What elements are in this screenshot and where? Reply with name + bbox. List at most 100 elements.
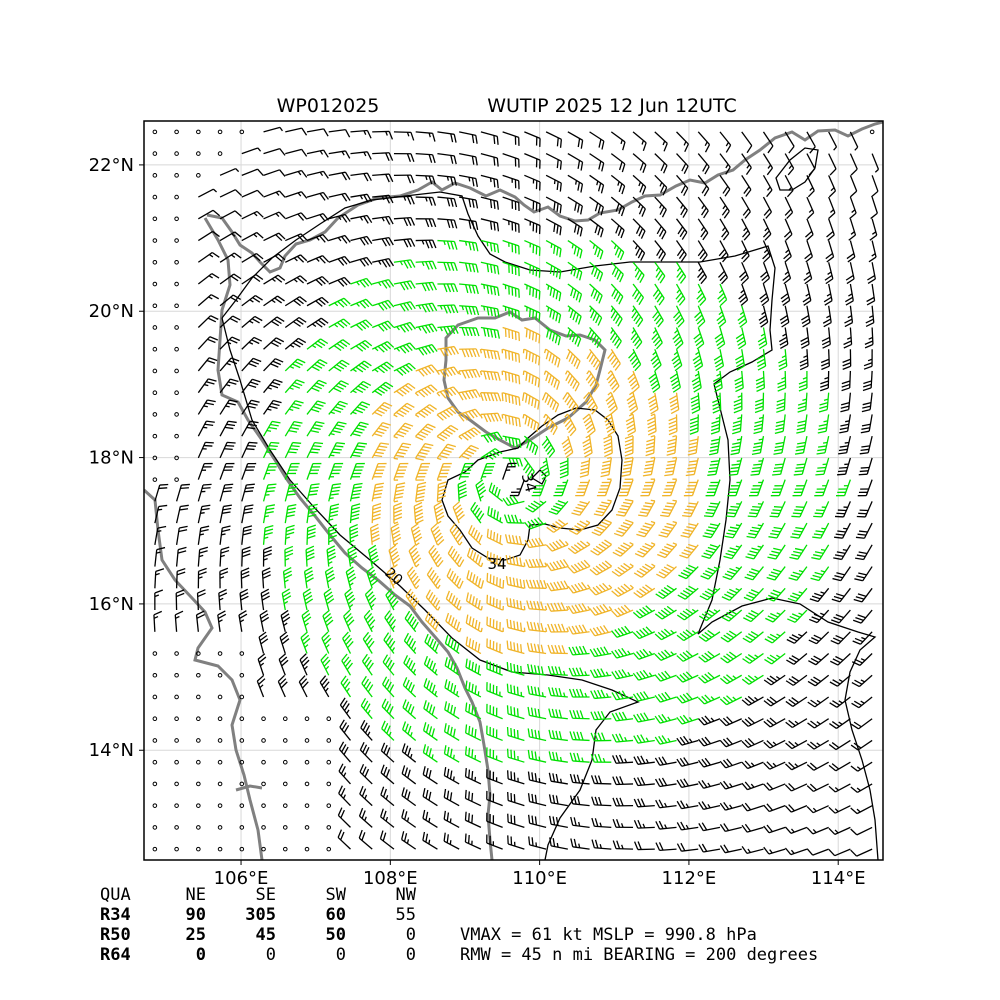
wind-barb — [754, 392, 765, 414]
wind-barb — [676, 692, 699, 704]
wind-barb — [384, 610, 397, 633]
wind-barb — [196, 846, 201, 852]
table-header-qua: QUA — [100, 885, 131, 905]
coastline-hainan — [442, 310, 607, 450]
wind-barb — [589, 131, 605, 150]
wind-barb — [858, 457, 873, 476]
wind-barb — [862, 370, 873, 392]
wind-barb — [413, 501, 424, 525]
wind-barb — [361, 675, 374, 698]
wind-barb — [697, 153, 710, 175]
wind-barb — [854, 566, 873, 582]
wind-barb — [593, 499, 612, 517]
wind-barb — [541, 435, 556, 458]
wind-barb — [676, 196, 688, 218]
wind-barb — [524, 305, 541, 322]
wind-barb — [863, 349, 873, 370]
wind-barb — [522, 413, 540, 433]
wind-barb — [784, 153, 795, 176]
wind-barb — [458, 444, 479, 460]
wind-barb — [524, 174, 541, 191]
wind-barb — [634, 542, 656, 558]
wind-barb — [656, 564, 677, 579]
wind-barb — [261, 759, 266, 765]
wind-barb — [763, 824, 786, 834]
wind-barb — [632, 240, 646, 261]
summary-rmw-bearing: RMW = 45 n mi BEARING = 200 degrees — [460, 945, 818, 965]
wind-barb — [437, 261, 458, 272]
wind-barb — [698, 671, 721, 684]
wind-barb — [575, 479, 591, 497]
wind-barb — [676, 778, 699, 789]
wind-barb — [800, 327, 810, 349]
wind-barb — [393, 402, 415, 418]
wind-barb — [828, 805, 851, 814]
wind-barb — [152, 325, 158, 330]
wind-barb — [763, 696, 786, 707]
wind-barb — [393, 174, 415, 184]
wind-barb — [197, 294, 220, 307]
wind-barb — [282, 716, 288, 722]
wind-barb — [502, 218, 520, 233]
wind-barb — [543, 413, 558, 436]
wind-barb — [633, 563, 656, 578]
wind-barb — [697, 131, 711, 153]
wind-barb — [479, 370, 501, 381]
wind-barb — [464, 811, 482, 828]
wind-barb — [612, 818, 634, 829]
wind-barb — [735, 349, 746, 371]
wind-barb — [380, 786, 395, 807]
wind-barb — [528, 814, 547, 829]
wind-barb — [501, 370, 521, 385]
wind-barb — [855, 522, 873, 539]
wind-barb — [306, 317, 329, 329]
wind-barb — [610, 218, 625, 239]
wind-barb — [589, 196, 604, 216]
wind-barb — [527, 663, 547, 676]
wind-barb — [676, 671, 699, 683]
wind-barb — [784, 847, 808, 856]
wind-barb — [241, 504, 254, 524]
axis-ticks: 106°E 108°E 110°E 112°E 114°E 14°N 16°N 18°N 20°… — [89, 155, 866, 889]
wind-barb — [828, 153, 837, 176]
wind-barb — [525, 579, 548, 589]
wind-barb — [259, 610, 270, 632]
wind-barb — [767, 544, 786, 560]
wind-barb — [298, 675, 309, 698]
wind-barb — [486, 660, 503, 676]
wind-barb — [693, 327, 705, 350]
wind-barb — [263, 358, 284, 372]
wind-barb — [486, 528, 503, 546]
wind-barb — [654, 153, 668, 174]
wind-barb — [676, 800, 699, 810]
wind-barb — [763, 782, 786, 791]
wind-barb — [546, 519, 569, 533]
wind-barb — [545, 326, 561, 346]
wind-barb — [284, 316, 307, 329]
wind-barb — [437, 239, 458, 250]
wind-barb — [549, 837, 568, 850]
wind-barb — [610, 196, 625, 217]
wind-barb — [762, 175, 773, 198]
contour-label-34-center: 34 — [518, 471, 540, 494]
wind-barb — [821, 327, 831, 349]
wind-barb — [638, 499, 656, 517]
wind-barb — [855, 544, 873, 561]
wind-barb — [196, 672, 201, 678]
wind-barb — [152, 194, 158, 200]
table-header-nw: NW — [396, 885, 417, 905]
wind-barb — [196, 651, 201, 656]
wind-barb — [849, 175, 858, 198]
wind-barb — [452, 501, 465, 524]
wind-barb — [611, 625, 634, 638]
wind-barb — [833, 544, 851, 561]
wind-barb — [850, 761, 873, 772]
wind-barb — [444, 701, 460, 720]
wind-barb — [567, 283, 583, 303]
wind-barb — [654, 735, 677, 745]
wind-barb — [480, 174, 499, 189]
wind-barb — [652, 283, 665, 306]
wind-barb — [241, 231, 264, 242]
r50-nw: 0 — [406, 925, 416, 945]
wind-barb — [524, 517, 547, 530]
